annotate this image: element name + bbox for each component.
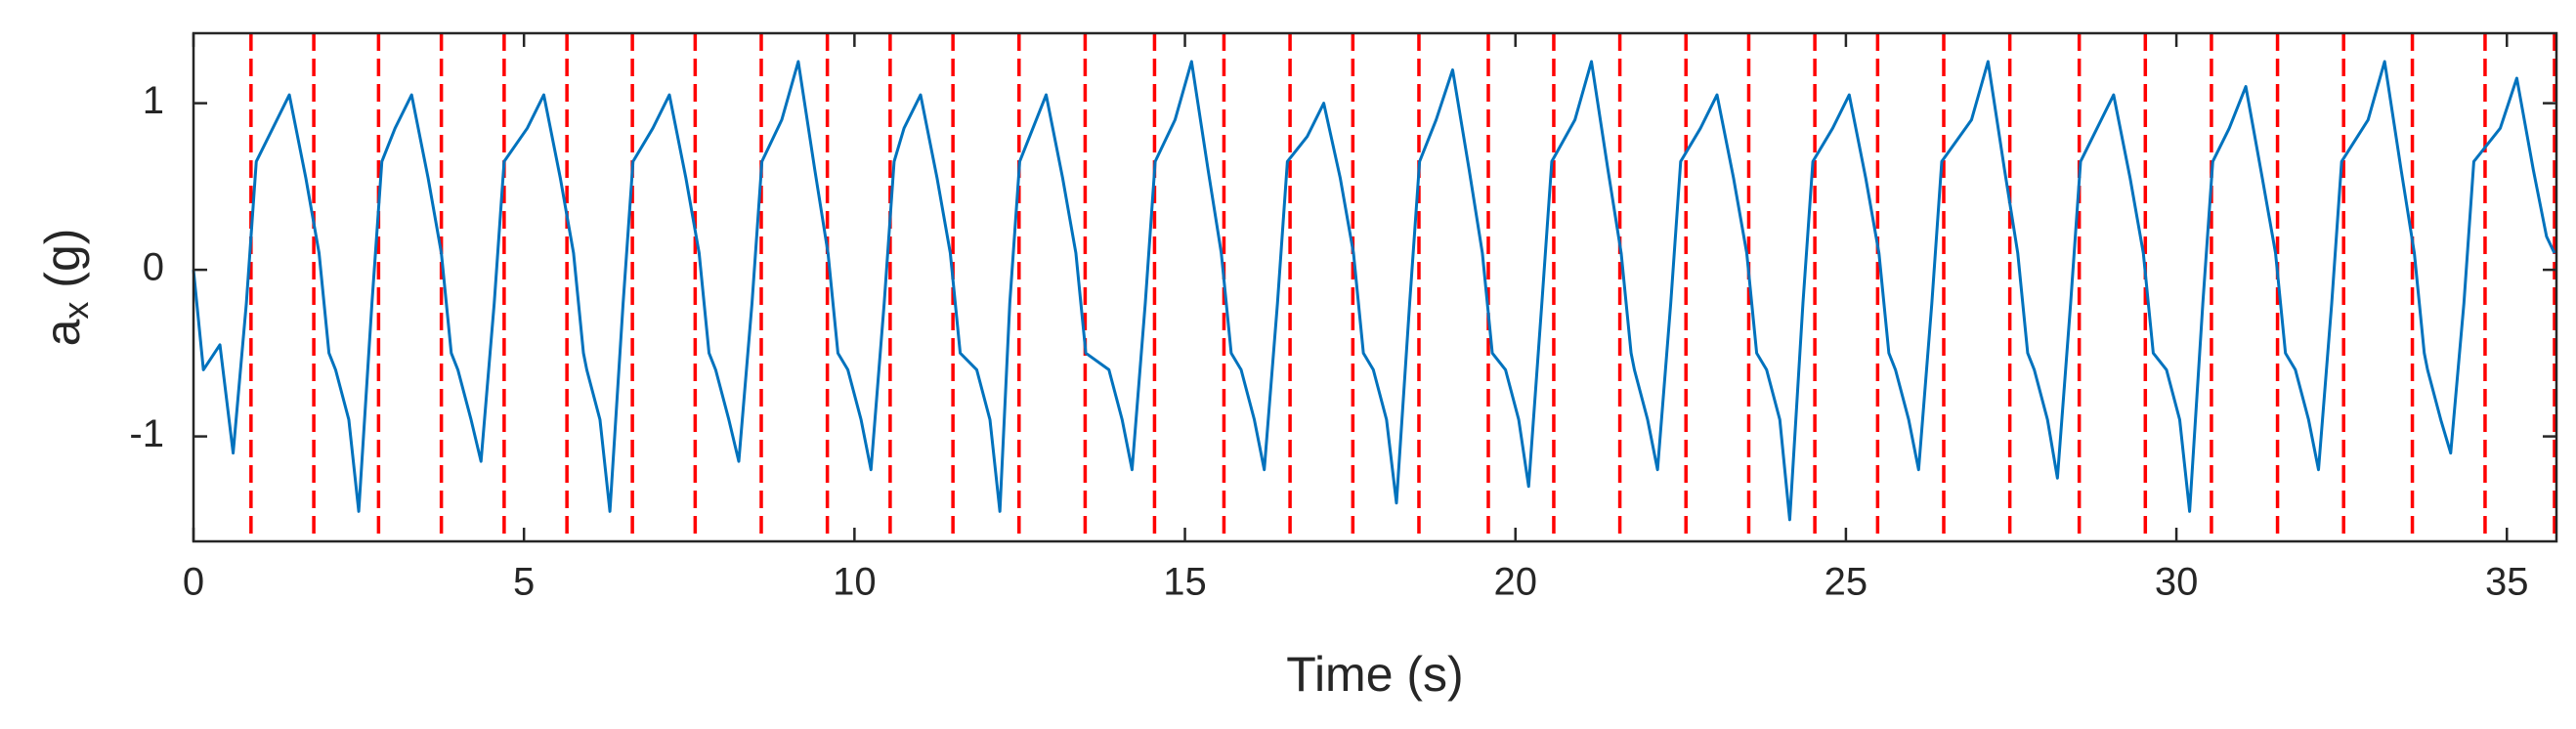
x-tick-label: 5 <box>513 561 535 604</box>
y-label-sub: x <box>56 302 96 320</box>
x-tick-label: 10 <box>833 561 877 604</box>
x-tick-label: 20 <box>1493 561 1537 604</box>
y-axis-label: ax (g) <box>35 229 95 347</box>
x-axis-label: Time (s) <box>1286 647 1463 702</box>
x-tick-label: 0 <box>183 561 204 604</box>
y-label-unit: (g) <box>35 229 90 302</box>
y-tick-label: 1 <box>143 79 164 122</box>
data-line <box>192 60 2556 522</box>
x-tick-label: 15 <box>1163 561 1207 604</box>
x-tick-label: 25 <box>1825 561 1868 604</box>
axes-box <box>192 31 2558 543</box>
y-tick-label: -1 <box>129 412 164 455</box>
x-tick-label: 35 <box>2485 561 2529 604</box>
x-tick-label: 30 <box>2155 561 2199 604</box>
y-label-base: a <box>35 319 90 346</box>
y-tick-label: 0 <box>143 246 164 289</box>
